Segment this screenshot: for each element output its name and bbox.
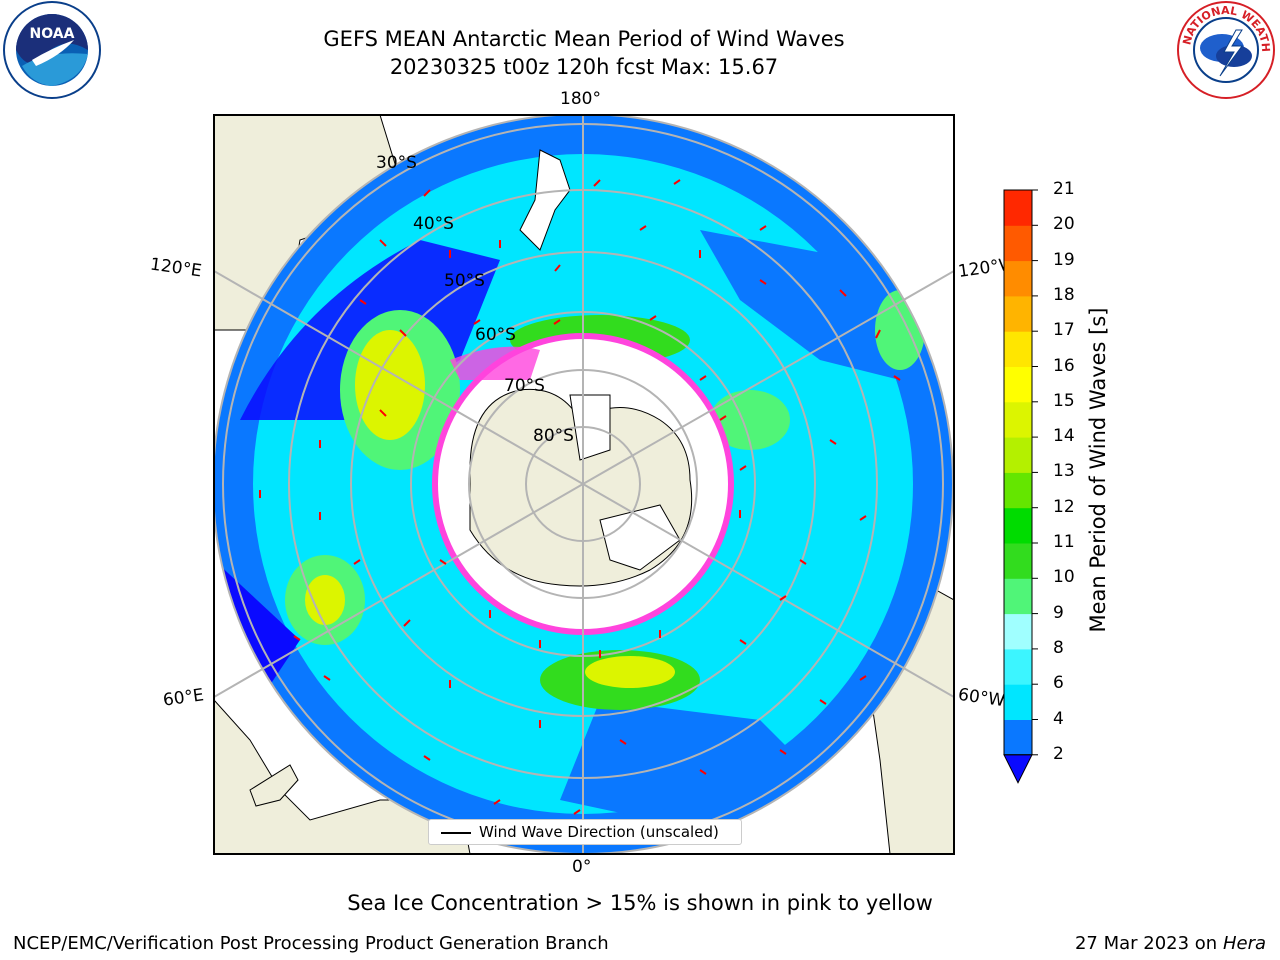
lat-label-60s: 60°S: [475, 325, 516, 345]
map-legend: Wind Wave Direction (unscaled): [428, 819, 742, 845]
colorbar-band: [1004, 507, 1032, 544]
colorbar-tick-label: 21: [1053, 179, 1075, 199]
colorbar-band: [1004, 366, 1032, 403]
wind-wave-arrows: [259, 179, 901, 815]
colorbar-band: [1004, 648, 1032, 685]
colorbar-band: [1004, 295, 1032, 332]
lat-label-30s: 30°S: [376, 153, 417, 173]
new-zealand-land: [519, 149, 571, 251]
sea-ice-note: Sea Ice Concentration > 15% is shown in …: [347, 891, 933, 915]
colorbar-band: [1004, 543, 1032, 579]
lat-label-40s: 40°S: [413, 214, 454, 234]
svg-text:NOAA: NOAA: [30, 26, 75, 42]
colorbar-band: [1004, 684, 1032, 720]
lon-label-60e: 60°E: [161, 685, 206, 711]
legend-line-icon: [441, 832, 471, 834]
colorbar-tick-label: 17: [1053, 320, 1075, 341]
footer-host: Hera: [1222, 933, 1266, 954]
colorbar-tick-label: 9: [1053, 602, 1064, 623]
africa-land: [214, 699, 471, 854]
colorbar-band: [1004, 260, 1032, 297]
colorbar-extend-triangle: [1003, 754, 1033, 784]
colorbar-tick-label: 20: [1053, 214, 1075, 235]
colorbar-tick-label: 12: [1053, 496, 1075, 517]
footer-credit: NCEP/EMC/Verification Post Processing Pr…: [13, 933, 609, 954]
colorbar-tick-label: 13: [1053, 461, 1075, 482]
nws-logo: NATIONAL WEATHER SERVICE: [1176, 0, 1275, 99]
lon-label-120e: 120°E: [148, 254, 203, 282]
chart-subtitle: 20230325 t00z 120h fcst Max: 15.67: [389, 55, 779, 79]
colorbar: [1003, 189, 1038, 784]
colorbar-band: [1004, 613, 1032, 650]
colorbar-band: [1004, 401, 1032, 438]
colorbar-tick-label: 11: [1053, 532, 1075, 552]
colorbar-band: [1004, 225, 1032, 262]
lat-label-80s: 80°S: [533, 426, 574, 446]
colorbar-tick-label: 2: [1053, 743, 1064, 764]
colorbar-tick-label: 19: [1053, 249, 1075, 270]
lon-label-180: 180°: [560, 89, 601, 109]
australia-land: [214, 115, 401, 331]
lat-label-50s: 50°S: [444, 271, 485, 291]
colorbar-band: [1004, 719, 1032, 756]
colorbar-tick-label: 4: [1053, 708, 1064, 729]
colorbar-band: [1004, 331, 1032, 367]
legend-label: Wind Wave Direction (unscaled): [479, 823, 719, 841]
colorbar-band: [1004, 578, 1032, 615]
madagascar-land: [249, 764, 299, 807]
antarctic-map: 30°S 40°S 50°S 60°S 70°S 80°S: [213, 114, 955, 855]
lat-label-70s: 70°S: [504, 376, 545, 396]
footer-date: 27 Mar 2023 on Hera: [1074, 933, 1266, 954]
colorbar-band: [1004, 190, 1032, 226]
noaa-logo: NOAA: [3, 1, 101, 99]
colorbar-tick-label: 6: [1053, 673, 1064, 694]
colorbar-tick-label: 18: [1053, 284, 1075, 305]
colorbar-label: Mean Period of Wind Waves [s]: [1086, 307, 1110, 633]
lon-label-0: 0°: [572, 857, 592, 877]
colorbar-band: [1004, 437, 1032, 473]
colorbar-tick-label: 14: [1053, 426, 1075, 447]
colorbar-tick-label: 10: [1053, 567, 1075, 588]
lon-label-60w: 60°W: [956, 684, 1007, 712]
colorbar-tick-label: 15: [1053, 390, 1075, 411]
colorbar-tick-label: 16: [1053, 355, 1075, 376]
colorbar-tick-label: 8: [1053, 637, 1064, 658]
chart-title: GEFS MEAN Antarctic Mean Period of Wind …: [323, 27, 845, 51]
colorbar-band: [1004, 472, 1032, 509]
